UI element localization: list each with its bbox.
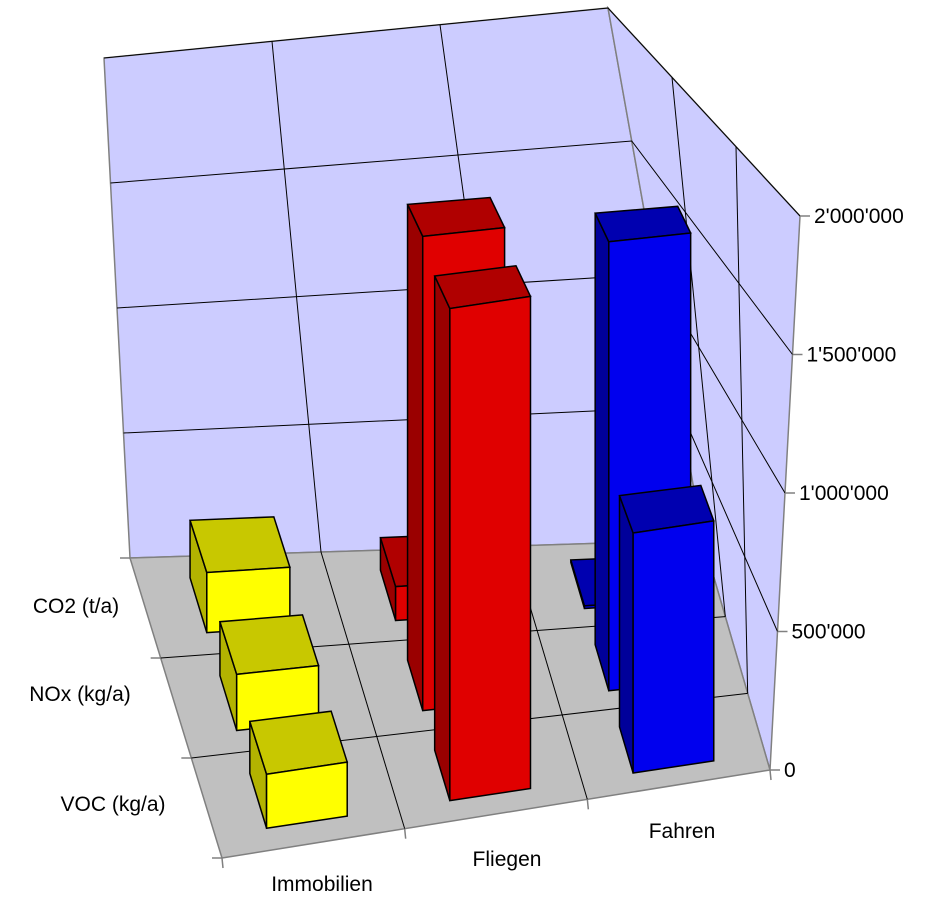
chart-bars (189, 196, 715, 830)
series-label: VOC (kg/a) (60, 793, 165, 816)
bar (189, 516, 291, 634)
category-tick (586, 799, 590, 810)
category-tick (769, 769, 772, 781)
category-label: Immobilien (271, 873, 373, 896)
bar-side-face (618, 495, 634, 774)
value-tick-label: 0 (784, 759, 796, 782)
category-gridline-floor (320, 551, 406, 829)
bar-side-face (433, 275, 451, 801)
bar-side-face (406, 204, 424, 711)
series-label: NOx (kg/a) (29, 683, 131, 706)
bar-front-face (449, 295, 532, 802)
bar (618, 484, 715, 774)
bar-front-face (265, 761, 348, 830)
bar (248, 710, 349, 830)
value-tick-label: 1'500'000 (807, 344, 897, 367)
category-label: Fliegen (473, 848, 542, 871)
category-label: Fahren (649, 820, 716, 843)
series-gridline-wall (735, 146, 749, 694)
bar (218, 614, 320, 732)
chart-axis-labels: 0 500'000 1'000'000 1'500'000 2'000'000 CO2 (… (29, 205, 904, 896)
category-tick (403, 828, 407, 839)
bar-top-face (218, 614, 320, 676)
category-gridline-wall (271, 41, 322, 553)
series-label: CO2 (t/a) (33, 595, 119, 618)
value-tick-label: 1'000'000 (799, 482, 889, 505)
bar-top-face (189, 516, 291, 574)
value-tick-label: 2'000'000 (814, 205, 904, 228)
category-tick (221, 857, 224, 869)
bar-front-face (632, 519, 715, 774)
bar-side-face (594, 212, 610, 691)
value-tick-label: 500'000 (792, 621, 866, 644)
series-gridline-wall (671, 77, 726, 617)
bar (433, 264, 532, 802)
